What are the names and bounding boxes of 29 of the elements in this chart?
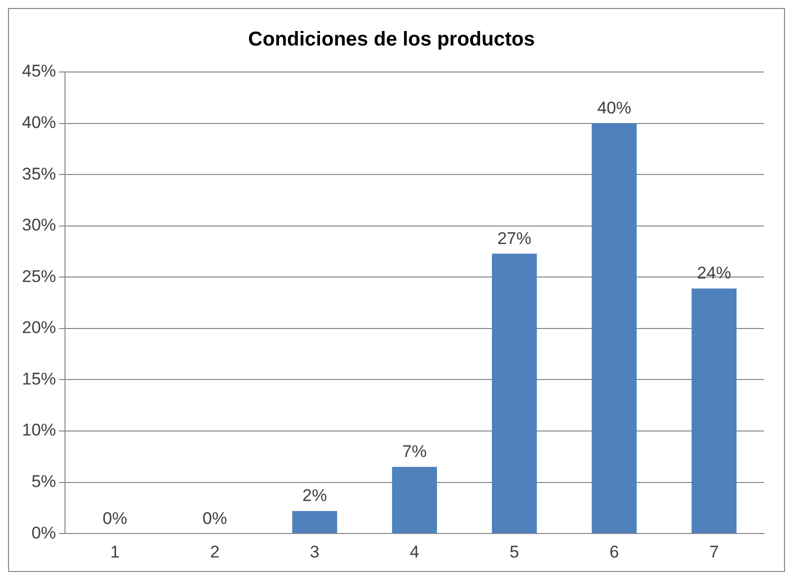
chart-title: Condiciones de los productos — [248, 28, 535, 51]
y-tick-label: 30% — [22, 216, 56, 235]
bar — [492, 254, 537, 534]
x-tick-label: 3 — [310, 542, 320, 562]
data-label: 7% — [402, 442, 427, 462]
x-tick-label: 2 — [210, 542, 220, 562]
data-label: 27% — [497, 228, 532, 248]
x-tick-label: 4 — [410, 542, 420, 562]
data-label: 2% — [302, 486, 327, 506]
bar — [392, 466, 437, 534]
y-tick-label: 45% — [22, 62, 56, 81]
y-tick-label: 20% — [22, 318, 56, 338]
y-tick-label: 10% — [22, 420, 56, 440]
data-label: 0% — [102, 508, 128, 528]
y-tick-label: 15% — [22, 369, 56, 388]
bar — [692, 288, 737, 534]
x-tick-label: 7 — [709, 542, 719, 562]
y-tick-label: 35% — [22, 164, 56, 184]
y-tick-label: 5% — [31, 472, 56, 491]
data-label: 40% — [597, 98, 632, 118]
x-tick-label: 6 — [609, 542, 619, 562]
y-tick-label: 40% — [22, 112, 56, 132]
y-tick-label: 0% — [31, 523, 56, 542]
data-label: 0% — [202, 508, 228, 528]
x-tick-label: 5 — [510, 542, 520, 562]
y-tick-label: 25% — [22, 266, 56, 286]
bar — [592, 123, 637, 534]
bar — [292, 511, 338, 534]
x-tick-label: 1 — [110, 542, 120, 562]
